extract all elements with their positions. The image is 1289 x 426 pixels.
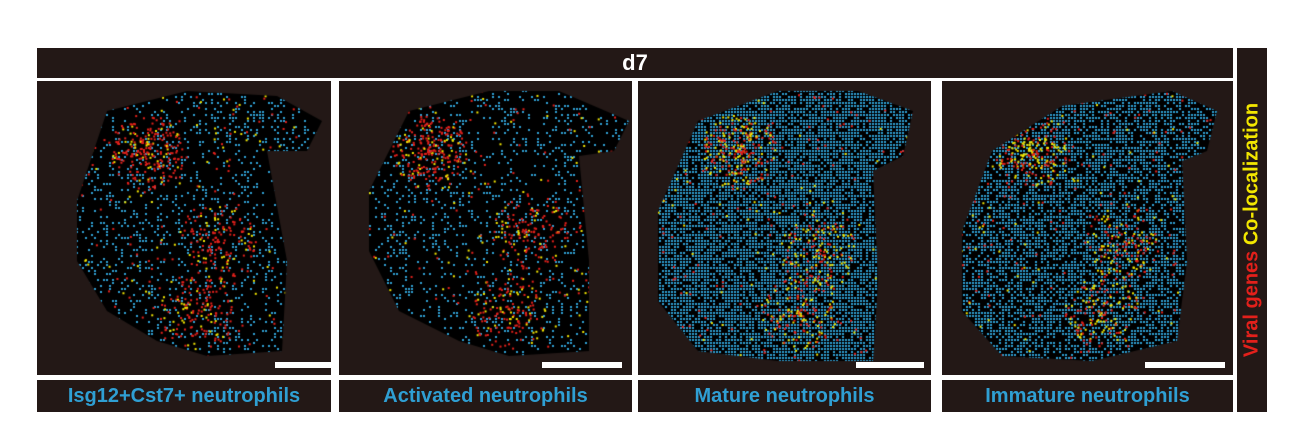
panel-label-text: Isg12+Cst7+ neutrophils — [67, 384, 301, 407]
panel-label-isg12-cst7: Isg12+Cst7+ neutrophils — [37, 380, 331, 412]
timepoint-title: d7 — [622, 50, 648, 75]
color-legend: Viral genes Co-localization — [1237, 48, 1267, 412]
spatial-map-image — [942, 81, 1233, 375]
timepoint-header: d7 — [37, 48, 1233, 78]
scale-bar — [1145, 362, 1225, 368]
tissue-panel-immature — [942, 81, 1233, 375]
spatial-map-image — [339, 81, 632, 375]
panel-label-mature: Mature neutrophils — [638, 380, 931, 412]
tissue-panel-isg12-cst7 — [37, 81, 331, 375]
legend-text: Viral genes Co-localization — [1241, 103, 1264, 357]
panel-label-immature: Immature neutrophils — [942, 380, 1233, 412]
panel-label-activated: Activated neutrophils — [339, 380, 632, 412]
tissue-panel-activated — [339, 81, 632, 375]
spatial-map-image — [37, 81, 331, 375]
legend-colocalization: Co-localization — [1240, 102, 1263, 246]
panel-label-text: Immature neutrophils — [985, 384, 1190, 407]
panel-label-text: Mature neutrophils — [694, 384, 875, 407]
tissue-panel-mature — [638, 81, 931, 375]
scale-bar — [275, 362, 331, 368]
scale-bar — [856, 362, 924, 368]
scale-bar — [542, 362, 622, 368]
spatial-map-image — [638, 81, 931, 375]
panel-label-text: Activated neutrophils — [383, 384, 588, 407]
legend-viral-genes: Viral genes — [1240, 250, 1263, 358]
